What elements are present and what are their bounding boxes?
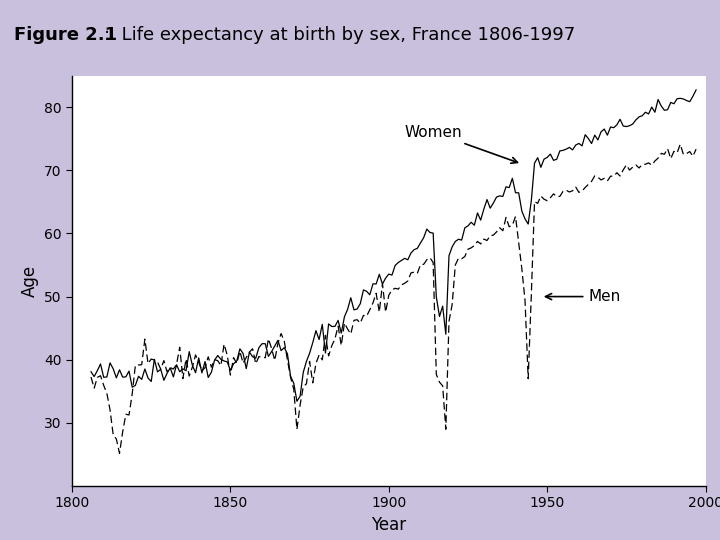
- Text: :  Life expectancy at birth by sex, France 1806-1997: : Life expectancy at birth by sex, Franc…: [104, 26, 576, 44]
- Text: Women: Women: [405, 125, 518, 163]
- X-axis label: Year: Year: [372, 516, 406, 534]
- Y-axis label: Age: Age: [20, 265, 38, 297]
- Text: Men: Men: [546, 289, 621, 304]
- Text: Figure 2.1: Figure 2.1: [14, 26, 117, 44]
